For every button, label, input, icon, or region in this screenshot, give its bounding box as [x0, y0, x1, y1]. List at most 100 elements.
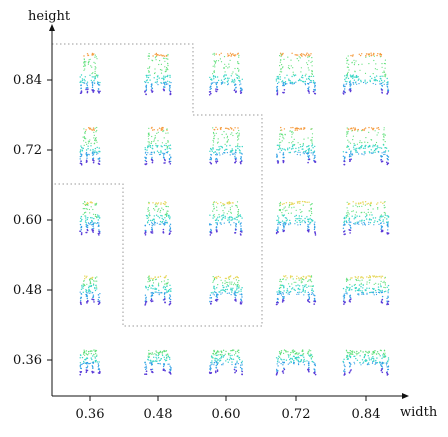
- point-dot: [347, 279, 348, 280]
- point-dot: [354, 145, 355, 146]
- point-dot: [86, 154, 87, 155]
- point-dot: [210, 295, 211, 296]
- point-dot: [354, 218, 355, 219]
- point-dot: [225, 217, 226, 218]
- point-dot: [350, 350, 351, 351]
- point-dot: [93, 354, 94, 355]
- point-dot: [83, 286, 84, 287]
- point-dot: [144, 367, 145, 368]
- point-dot: [95, 71, 96, 72]
- point-dot: [232, 135, 233, 136]
- point-dot: [216, 365, 217, 366]
- point-dot: [372, 356, 373, 357]
- point-dot: [88, 223, 89, 224]
- point-dot: [166, 212, 167, 213]
- point-dot: [220, 277, 221, 278]
- point-dot: [93, 137, 94, 138]
- point-dot: [170, 288, 171, 289]
- point-dot: [84, 208, 85, 209]
- point-dot: [382, 276, 383, 277]
- point-dot: [157, 223, 158, 224]
- point-dot: [213, 364, 214, 365]
- point-dot: [299, 292, 300, 293]
- point-dot: [80, 300, 81, 301]
- point-dot: [352, 352, 353, 353]
- point-dot: [384, 291, 385, 292]
- point-dot: [366, 288, 367, 289]
- point-dot: [158, 357, 159, 358]
- point-dot: [302, 350, 303, 351]
- point-dot: [220, 354, 221, 355]
- point-dot: [150, 369, 152, 371]
- point-dot: [287, 288, 288, 289]
- point-dot: [279, 288, 280, 289]
- point-dot: [146, 80, 147, 81]
- point-dot: [385, 68, 386, 69]
- point-dot: [231, 364, 232, 365]
- point-dot: [155, 143, 156, 144]
- point-dot: [161, 292, 162, 293]
- point-dot: [361, 53, 362, 54]
- point-dot: [298, 294, 299, 295]
- point-dot: [238, 291, 239, 292]
- point-dot: [382, 372, 384, 374]
- point-dot: [372, 354, 373, 355]
- point-dot: [98, 297, 99, 298]
- point-dot: [216, 153, 217, 154]
- point-dot: [96, 281, 97, 282]
- point-dot: [387, 78, 388, 79]
- point-dot: [216, 287, 217, 288]
- point-dot: [230, 350, 231, 351]
- point-dot: [211, 301, 213, 303]
- point-dot: [302, 281, 303, 282]
- point-dot: [299, 353, 300, 354]
- point-dot: [83, 208, 84, 209]
- point-dot: [82, 363, 83, 364]
- point-dot: [88, 287, 89, 288]
- point-dot: [388, 285, 389, 286]
- point-dot: [164, 302, 166, 304]
- point-dot: [216, 202, 217, 203]
- point-dot: [216, 231, 218, 233]
- point-dot: [297, 292, 298, 293]
- point-dot: [166, 82, 167, 83]
- point-dot: [358, 276, 359, 277]
- point-dot: [282, 296, 283, 297]
- point-dot: [220, 290, 221, 291]
- point-dot: [288, 213, 289, 214]
- point-dot: [229, 359, 230, 360]
- point-dot: [93, 284, 94, 285]
- point-dot: [237, 145, 238, 146]
- point-dot: [94, 150, 95, 151]
- point-dot: [366, 203, 367, 204]
- point-dot: [346, 63, 347, 64]
- point-dot: [152, 91, 154, 93]
- point-dot: [162, 55, 163, 56]
- point-dot: [348, 72, 349, 73]
- point-dot: [348, 203, 349, 204]
- point-dot: [382, 302, 384, 304]
- point-dot: [301, 292, 302, 293]
- point-dot: [359, 70, 360, 71]
- point-dot: [288, 79, 289, 80]
- point-dot: [361, 283, 362, 284]
- point-dot: [240, 229, 241, 230]
- point-dot: [152, 145, 153, 146]
- point-dot: [97, 214, 98, 215]
- point-dot: [371, 78, 372, 79]
- point-dot: [162, 355, 163, 356]
- point-dot: [371, 219, 372, 220]
- point-dot: [292, 83, 293, 84]
- point-dot: [166, 55, 167, 56]
- point-dot: [148, 214, 149, 215]
- point-dot: [83, 55, 84, 56]
- point-dot: [285, 81, 286, 82]
- point-dot: [374, 56, 375, 57]
- point-dot: [291, 204, 292, 205]
- point-dot: [96, 142, 97, 143]
- point-dot: [86, 367, 87, 368]
- point-dot: [314, 229, 315, 230]
- point-dot: [301, 282, 302, 283]
- point-dot: [209, 151, 210, 152]
- point-dot: [361, 206, 362, 207]
